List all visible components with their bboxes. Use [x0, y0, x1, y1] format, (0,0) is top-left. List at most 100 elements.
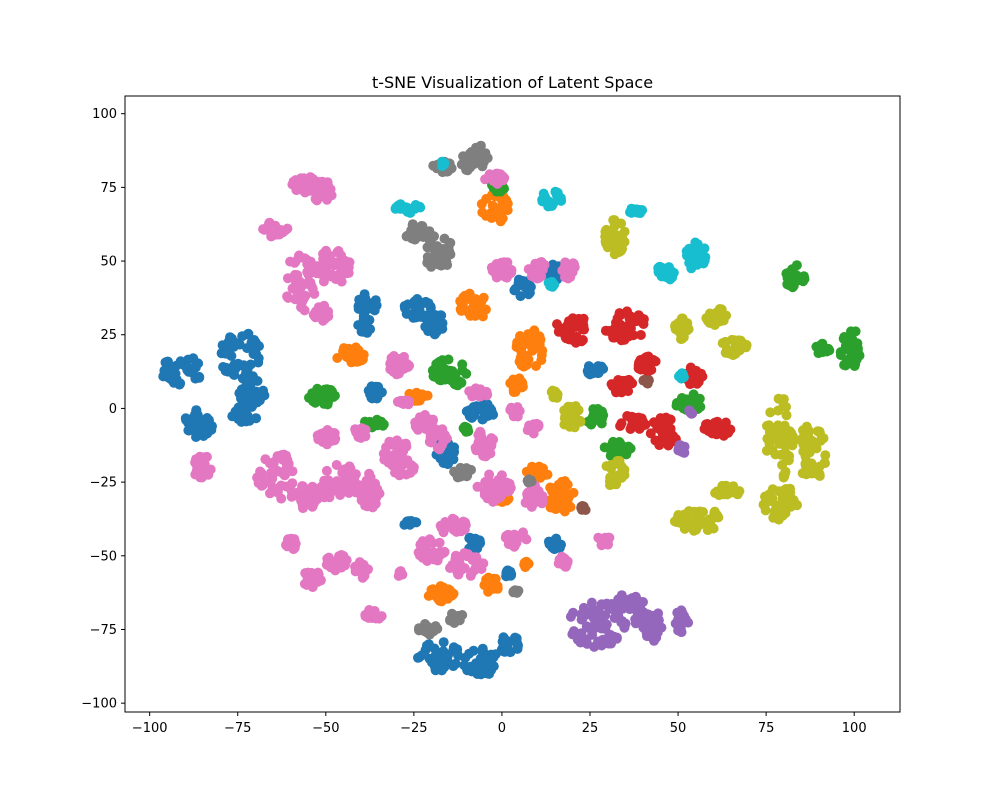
scatter-point: [781, 452, 792, 463]
series-3-group: [552, 306, 736, 451]
series-4-group: [565, 405, 698, 652]
cluster-9-2: [625, 203, 648, 219]
cluster-6-27: [435, 513, 471, 538]
cluster-1-6: [543, 476, 579, 517]
scatter-point: [656, 262, 667, 273]
scatter-point: [589, 363, 600, 374]
cluster-6-12: [286, 481, 330, 514]
scatter-point: [520, 560, 531, 571]
scatter-point: [667, 266, 677, 277]
scatter-point: [780, 508, 791, 519]
scatter-point: [406, 309, 416, 320]
scatter-point: [356, 566, 367, 577]
cluster-6-31: [593, 532, 615, 551]
scatter-point: [674, 442, 685, 453]
scatter-point: [443, 354, 454, 365]
scatter-point: [555, 193, 566, 203]
scatter-point: [426, 552, 437, 563]
cluster-9-1: [537, 186, 567, 212]
cluster-0-19: [496, 632, 523, 658]
scatter-point: [265, 488, 275, 499]
scatter-point: [436, 665, 447, 676]
axes-frame: [124, 95, 901, 713]
y-tick-label: 75: [100, 181, 117, 196]
scatter-point: [690, 237, 701, 248]
scatter-point: [760, 491, 770, 502]
scatter-point: [576, 502, 587, 513]
scatter-point: [614, 437, 625, 448]
scatter-point: [490, 265, 500, 276]
x-axis: −100 −75 −50 −25 0 25 50 75 100: [132, 712, 867, 736]
scatter-point: [688, 389, 699, 400]
cluster-6-26: [520, 480, 548, 512]
x-tick-label: 75: [758, 721, 775, 736]
scatter-point: [345, 463, 356, 474]
scatter-point: [543, 199, 554, 210]
cluster-4-0: [565, 597, 630, 652]
scatter-point: [405, 228, 416, 239]
scatter-point: [254, 341, 264, 352]
cluster-7-8: [522, 474, 537, 488]
scatter-point: [488, 409, 499, 420]
scatter-point: [158, 370, 169, 381]
scatter-point: [264, 458, 275, 469]
scatter-point: [331, 460, 342, 470]
scatter-point: [559, 419, 570, 430]
scatter-point: [332, 353, 343, 363]
scatter-point: [442, 593, 453, 604]
scatter-point: [466, 305, 477, 316]
scatter-point: [425, 236, 436, 247]
scatter-point: [820, 450, 831, 461]
scatter-point: [322, 399, 333, 410]
scatter-point: [447, 513, 458, 524]
scatter-point: [360, 611, 371, 622]
scatter-point: [463, 156, 474, 166]
scatter-point: [325, 562, 336, 573]
scatter-point: [586, 597, 597, 608]
scatter-point: [194, 372, 205, 383]
scatter-point: [434, 586, 445, 596]
scatter-point: [371, 612, 382, 623]
scatter-point: [709, 506, 720, 517]
scatter-point: [488, 434, 499, 445]
scatter-point: [419, 391, 430, 402]
scatter-point: [450, 558, 461, 569]
scatter-point: [501, 481, 512, 491]
scatter-point: [283, 540, 294, 551]
scatter-point: [614, 247, 625, 258]
scatter-point: [323, 180, 334, 191]
chart-title: t-SNE Visualization of Latent Space: [372, 73, 653, 92]
scatter-point: [633, 602, 644, 612]
scatter-point: [565, 611, 576, 622]
scatter-point: [702, 525, 713, 536]
scatter-point: [477, 448, 488, 459]
scatter-point: [676, 627, 687, 638]
scatter-point: [471, 142, 481, 153]
scatter-point: [294, 177, 305, 188]
scatter-point: [621, 447, 632, 458]
cluster-6-23: [522, 418, 544, 439]
scatter-point: [394, 470, 405, 481]
scatter-point: [596, 599, 607, 610]
scatter-point: [220, 348, 231, 359]
scatter-point: [801, 421, 812, 432]
scatter-point: [497, 198, 508, 209]
scatter-point: [360, 293, 371, 304]
scatter-point: [612, 313, 623, 324]
scatter-point: [294, 276, 305, 287]
scatter-point: [637, 420, 648, 431]
scatter-point: [315, 575, 326, 586]
scatter-point: [720, 337, 731, 348]
scatter-point: [241, 380, 252, 391]
scatter-point: [677, 368, 688, 379]
scatter-point: [282, 291, 293, 302]
cluster-2-8: [811, 338, 835, 359]
scatter-point: [452, 647, 462, 658]
scatter-point: [623, 330, 634, 341]
cluster-7-5: [445, 608, 468, 628]
scatter-point: [515, 530, 526, 541]
scatter-point: [568, 258, 579, 269]
scatter-point: [513, 274, 524, 285]
cluster-6-20: [523, 257, 550, 284]
